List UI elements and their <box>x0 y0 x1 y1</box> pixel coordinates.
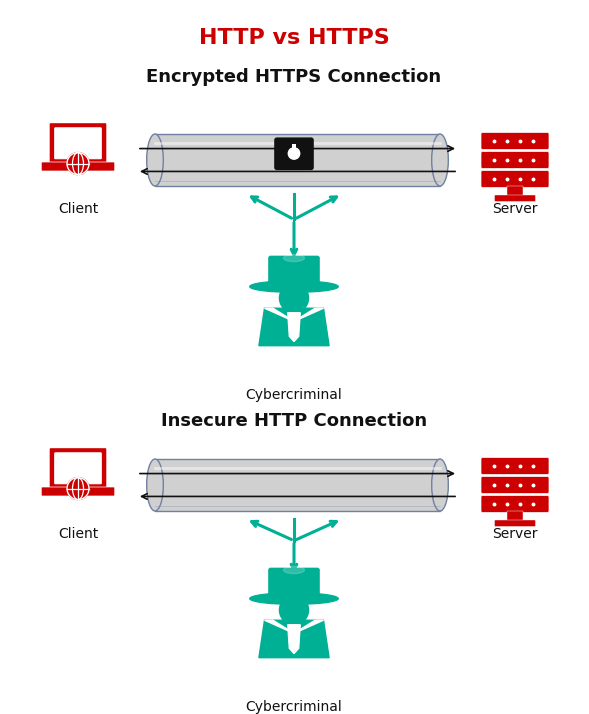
FancyBboxPatch shape <box>481 133 549 149</box>
Circle shape <box>67 478 89 500</box>
Text: Encrypted HTTPS Connection: Encrypted HTTPS Connection <box>147 68 442 86</box>
Text: Server: Server <box>492 202 538 216</box>
Ellipse shape <box>432 459 448 511</box>
FancyBboxPatch shape <box>269 256 319 288</box>
Polygon shape <box>259 308 329 346</box>
Bar <box>507 186 523 196</box>
Ellipse shape <box>147 459 163 511</box>
FancyBboxPatch shape <box>495 195 535 201</box>
Polygon shape <box>288 313 300 341</box>
FancyBboxPatch shape <box>481 458 549 475</box>
Bar <box>155 134 440 186</box>
FancyBboxPatch shape <box>41 162 115 171</box>
Text: Server: Server <box>492 527 538 541</box>
Polygon shape <box>294 308 323 321</box>
Ellipse shape <box>432 134 448 186</box>
Bar <box>507 511 523 521</box>
Bar <box>292 144 296 154</box>
FancyBboxPatch shape <box>481 151 549 169</box>
FancyBboxPatch shape <box>481 476 549 493</box>
Text: Cybercriminal: Cybercriminal <box>246 700 342 714</box>
Text: HTTP vs HTTPS: HTTP vs HTTPS <box>198 28 389 48</box>
FancyBboxPatch shape <box>495 520 535 526</box>
FancyBboxPatch shape <box>269 568 319 600</box>
FancyBboxPatch shape <box>41 487 115 496</box>
Polygon shape <box>288 625 300 653</box>
Ellipse shape <box>250 281 338 292</box>
Circle shape <box>279 595 309 625</box>
Text: Client: Client <box>58 202 98 216</box>
FancyBboxPatch shape <box>481 171 549 188</box>
FancyBboxPatch shape <box>49 123 107 164</box>
FancyBboxPatch shape <box>54 128 101 159</box>
Ellipse shape <box>147 134 163 186</box>
Circle shape <box>288 148 300 159</box>
Polygon shape <box>294 620 323 633</box>
Bar <box>155 459 440 511</box>
FancyBboxPatch shape <box>49 448 107 490</box>
Circle shape <box>279 283 309 313</box>
Polygon shape <box>264 308 294 321</box>
Ellipse shape <box>283 254 305 261</box>
Text: Cybercriminal: Cybercriminal <box>246 388 342 402</box>
Ellipse shape <box>250 593 338 604</box>
Polygon shape <box>264 620 294 633</box>
Ellipse shape <box>283 566 305 573</box>
Text: Client: Client <box>58 527 98 541</box>
FancyBboxPatch shape <box>54 453 101 484</box>
Text: Insecure HTTP Connection: Insecure HTTP Connection <box>161 412 427 430</box>
FancyBboxPatch shape <box>481 496 549 513</box>
Circle shape <box>67 153 89 175</box>
Polygon shape <box>259 620 329 658</box>
FancyBboxPatch shape <box>275 138 313 169</box>
